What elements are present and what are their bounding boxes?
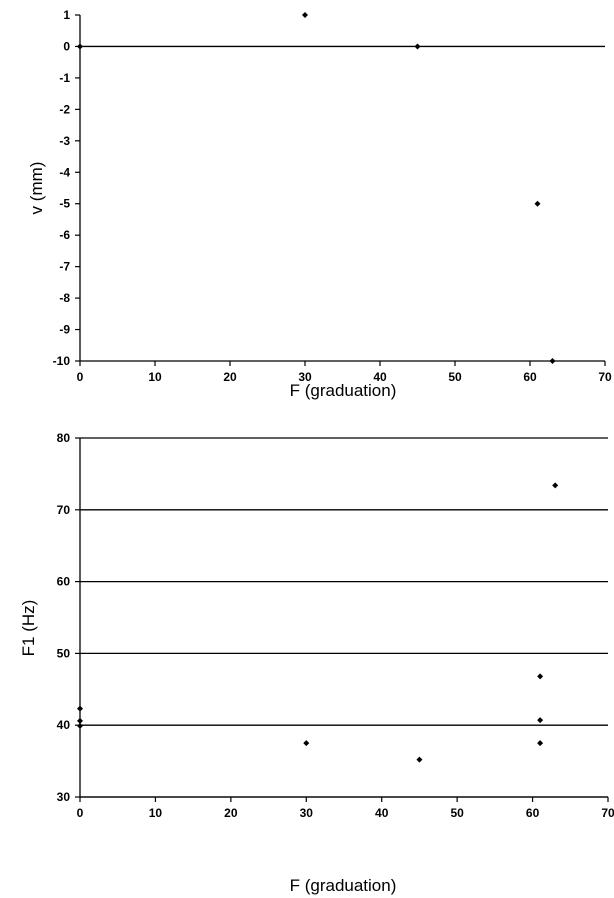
bottom-x-tick-label: 0 xyxy=(77,806,84,820)
top-x-tick-label: 10 xyxy=(148,370,162,384)
bottom-x-tick-label: 20 xyxy=(224,806,238,820)
bottom-y-tick-label: 50 xyxy=(57,646,71,660)
top-x-tick-label: 30 xyxy=(298,370,312,384)
bottom-data-point xyxy=(537,717,544,724)
bottom-x-tick-labels: 0 10 20 30 40 50 60 70 xyxy=(77,806,614,820)
bottom-y-tick-label: 40 xyxy=(57,718,71,732)
top-data-point xyxy=(77,43,83,50)
top-x-tick-labels: 0 10 20 30 40 50 60 70 xyxy=(77,370,612,384)
top-axes xyxy=(75,14,606,366)
top-y-tick-label: -2 xyxy=(59,102,70,116)
top-data-point xyxy=(302,12,308,18)
bottom-data-point xyxy=(552,482,559,489)
bottom-x-tick-label: 60 xyxy=(526,806,540,820)
bottom-data-point xyxy=(537,740,544,747)
top-y-tick-label: -5 xyxy=(59,197,70,211)
top-points xyxy=(77,12,556,364)
top-data-point xyxy=(549,358,556,364)
chart-bottom: 80 70 60 50 40 30 0 10 20 30 40 50 60 70 F (graduati… xyxy=(19,431,614,895)
bottom-y-tick-labels: 80 70 60 50 40 30 xyxy=(57,431,71,804)
bottom-x-tick-label: 70 xyxy=(601,806,614,820)
top-y-tick-label: -10 xyxy=(53,354,71,368)
bottom-data-point xyxy=(303,740,310,747)
top-y-tick-label: 1 xyxy=(63,8,70,22)
bottom-x-tick-label: 10 xyxy=(149,806,163,820)
bottom-data-point xyxy=(537,673,544,680)
bottom-y-tick-label: 80 xyxy=(57,431,71,445)
top-y-tick-label: -1 xyxy=(59,71,70,85)
top-y-tick-label: -9 xyxy=(59,323,70,337)
top-y-tick-labels: 1 0 -1 -2 -3 -4 -5 -6 -7 -8 -9 -10 xyxy=(53,8,71,368)
bottom-gridlines xyxy=(80,437,608,798)
top-y-tick-label: -6 xyxy=(59,228,70,242)
bottom-y-tick-label: 60 xyxy=(57,575,71,589)
top-data-point xyxy=(534,200,541,207)
bottom-data-point xyxy=(77,717,83,724)
top-x-tick-label: 20 xyxy=(223,370,237,384)
bottom-y-tick-label: 30 xyxy=(57,790,71,804)
top-x-tick-label: 50 xyxy=(448,370,462,384)
bottom-points xyxy=(77,482,559,763)
bottom-y-tick-label: 70 xyxy=(57,503,71,517)
top-y-axis-title: v (mm) xyxy=(27,162,46,215)
bottom-x-tick-label: 40 xyxy=(375,806,389,820)
bottom-data-point xyxy=(416,756,423,763)
bottom-x-tick-label: 50 xyxy=(450,806,464,820)
top-x-tick-label: 70 xyxy=(598,370,612,384)
top-data-point xyxy=(414,43,421,50)
top-y-tick-label: -8 xyxy=(59,291,70,305)
top-x-tick-label: 40 xyxy=(373,370,387,384)
top-y-tick-label: -7 xyxy=(59,260,70,274)
top-y-tick-label: 0 xyxy=(63,39,70,53)
bottom-axes xyxy=(75,437,609,802)
top-x-tick-label: 0 xyxy=(77,370,84,384)
top-y-tick-label: -3 xyxy=(59,134,70,148)
bottom-data-point xyxy=(77,722,83,729)
bottom-data-point xyxy=(77,705,83,712)
top-x-tick-label: 60 xyxy=(523,370,537,384)
chart-top: 10-1-2-3-4-5-6-7-8-9-10 0 10 20 30 40 50 60 70 … xyxy=(27,8,612,400)
top-x-axis-title: F (graduation) xyxy=(290,381,397,400)
bottom-x-axis-title: F (graduation) xyxy=(290,876,397,895)
bottom-x-tick-label: 30 xyxy=(300,806,314,820)
top-y-tick-label: -4 xyxy=(59,165,70,179)
bottom-y-axis-title: F1 (Hz) xyxy=(19,600,38,657)
